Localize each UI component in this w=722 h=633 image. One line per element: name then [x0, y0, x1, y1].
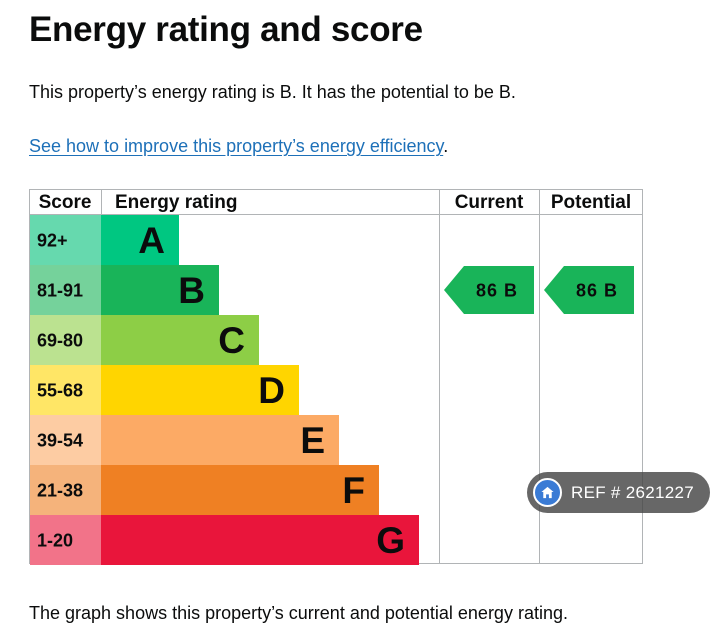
score-cell: [30, 365, 101, 415]
rating-letter: A: [138, 220, 165, 261]
reference-text: REF # 2621227: [571, 482, 694, 502]
score-cell: [30, 465, 101, 515]
rating-letter: E: [300, 420, 325, 461]
improve-link-line: See how to improve this property’s energ…: [29, 134, 448, 158]
score-band-label: 1-20: [37, 531, 73, 551]
column-header-potential: Potential: [551, 192, 631, 213]
score-band-label: 81-91: [37, 281, 83, 301]
rating-summary: This property’s energy rating is B. It h…: [29, 82, 516, 102]
current-rating-label: 86 B: [476, 281, 518, 301]
rating-bar: [101, 315, 259, 365]
rating-bar: [101, 365, 299, 415]
score-cell: [30, 415, 101, 465]
score-cell: [30, 265, 101, 315]
current-rating-marker: [444, 266, 534, 314]
potential-rating-marker: [544, 266, 634, 314]
column-header-score: Score: [39, 192, 92, 213]
rating-bar: [101, 465, 379, 515]
rating-bar: [101, 415, 339, 465]
graph-caption: The graph shows this property’s current …: [29, 603, 568, 623]
potential-rating-label: 86 B: [576, 281, 618, 301]
score-band-label: 21-38: [37, 481, 83, 501]
rating-letter: B: [178, 270, 205, 311]
rating-bar: [101, 215, 179, 265]
home-icon: [533, 478, 562, 507]
page-title: Energy rating and score: [29, 10, 423, 49]
reference-badge: REF # 2621227: [527, 472, 710, 513]
score-band-label: 55-68: [37, 381, 83, 401]
column-header-current: Current: [455, 192, 524, 213]
rating-letter: D: [258, 370, 285, 411]
rating-letter: C: [218, 320, 245, 361]
column-header-energy-rating: Energy rating: [115, 192, 237, 213]
rating-bar: [101, 515, 419, 565]
score-cell: [30, 515, 101, 565]
score-cell: [30, 315, 101, 365]
score-band-label: 92+: [37, 231, 68, 251]
link-suffix: .: [443, 136, 449, 156]
rating-letter: F: [342, 470, 365, 511]
rating-letter: G: [376, 520, 405, 561]
improve-efficiency-link[interactable]: See how to improve this property’s energ…: [29, 136, 444, 156]
score-cell: [30, 215, 101, 265]
score-band-label: 69-80: [37, 331, 83, 351]
score-band-label: 39-54: [37, 431, 83, 451]
rating-bar: [101, 265, 219, 315]
